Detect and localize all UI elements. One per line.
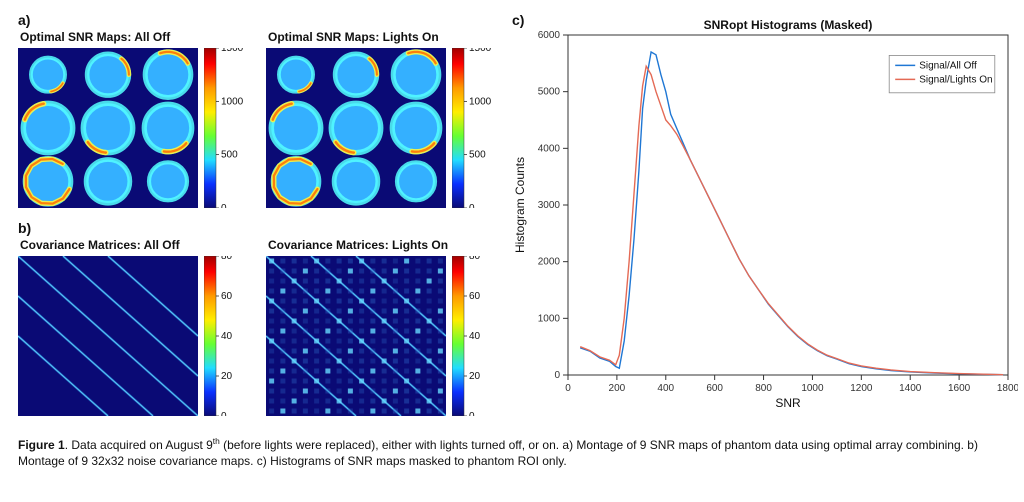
svg-text:400: 400 (657, 383, 674, 394)
cov-lights-on-block: Covariance Matrices: Lights On 0 20 40 60 80 (266, 238, 496, 416)
cov-on-title: Covariance Matrices: Lights On (268, 238, 496, 252)
histogram-chart: 0 200 400 600 800 1000 1200 1400 1600 1800 0 1000 20… (508, 15, 1018, 415)
svg-text:0: 0 (469, 203, 475, 208)
svg-text:500: 500 (469, 150, 486, 161)
svg-text:1000: 1000 (221, 96, 244, 107)
snr-lights-on-block: Optimal SNR Maps: Lights On 0 500 1000 1500 (266, 30, 496, 208)
svg-text:3000: 3000 (538, 200, 561, 211)
cov-all-off-title: Covariance Matrices: All Off (20, 238, 248, 252)
snr-all-off-colorbar: 0 500 1000 1500 (204, 48, 246, 208)
svg-text:6000: 6000 (538, 30, 561, 41)
svg-text:0: 0 (221, 203, 227, 208)
svg-text:1800: 1800 (997, 383, 1018, 394)
snr-all-off-block: Optimal SNR Maps: All Off 0 500 1000 1500 (18, 30, 248, 208)
svg-text:1000: 1000 (469, 96, 492, 107)
figure-page: a) Optimal SNR Maps: All Off 0 500 1000 150… (0, 0, 1024, 502)
caption-body: . Data acquired on August 9 (65, 438, 213, 452)
snr-on-title: Optimal SNR Maps: Lights On (268, 30, 496, 44)
svg-text:1000: 1000 (801, 383, 824, 394)
svg-text:0: 0 (565, 383, 571, 394)
svg-text:20: 20 (469, 371, 481, 382)
right-column: c) 0200400600800100012001400160018000100… (508, 10, 1012, 430)
snr-lights-on-colorbar: 0 500 1000 1500 (452, 48, 494, 208)
cov-lights-on-canvas (266, 256, 446, 416)
snr-all-off-canvas (18, 48, 198, 208)
histogram-wrap: 0200400600800100012001400160018000100020… (508, 15, 1012, 385)
panel-a-label: a) (18, 12, 508, 28)
cov-all-off-colorbar: 0 20 40 60 80 (204, 256, 246, 416)
caption-sup: th (213, 436, 220, 446)
cov-lights-on-colorbar: 0 20 40 60 80 (452, 256, 494, 416)
snr-lights-on-canvas (266, 48, 446, 208)
svg-text:80: 80 (469, 256, 481, 262)
cov-all-off-canvas (18, 256, 198, 416)
svg-text:0: 0 (469, 411, 475, 416)
left-column: a) Optimal SNR Maps: All Off 0 500 1000 150… (18, 10, 508, 430)
svg-text:0: 0 (221, 411, 227, 416)
panel-b-label: b) (18, 220, 508, 236)
svg-text:20: 20 (221, 371, 233, 382)
svg-text:60: 60 (469, 291, 481, 302)
svg-text:2000: 2000 (538, 257, 561, 268)
svg-text:40: 40 (469, 331, 481, 342)
svg-text:1000: 1000 (538, 313, 561, 324)
svg-text:Signal/Lights On: Signal/Lights On (919, 74, 992, 85)
svg-text:60: 60 (221, 291, 233, 302)
cov-all-off-block: Covariance Matrices: All Off 0 20 40 60 80 (18, 238, 248, 416)
svg-text:1400: 1400 (899, 383, 922, 394)
svg-text:5000: 5000 (538, 87, 561, 98)
svg-text:500: 500 (221, 150, 238, 161)
snr-map-pair: Optimal SNR Maps: All Off 0 500 1000 1500 O… (18, 30, 508, 208)
svg-text:1600: 1600 (948, 383, 971, 394)
svg-text:Signal/All Off: Signal/All Off (919, 60, 977, 71)
svg-text:SNR: SNR (775, 396, 801, 410)
svg-text:4000: 4000 (538, 143, 561, 154)
svg-text:SNRopt Histograms (Masked): SNRopt Histograms (Masked) (704, 18, 873, 32)
caption-lead: Figure 1 (18, 438, 65, 452)
svg-text:1500: 1500 (221, 48, 244, 54)
figure-caption: Figure 1. Data acquired on August 9th (b… (18, 436, 1012, 469)
svg-text:1500: 1500 (469, 48, 492, 54)
snr-all-off-title: Optimal SNR Maps: All Off (20, 30, 248, 44)
svg-text:80: 80 (221, 256, 233, 262)
svg-text:200: 200 (609, 383, 626, 394)
svg-text:800: 800 (755, 383, 772, 394)
svg-text:0: 0 (554, 370, 560, 381)
svg-text:Histogram Counts: Histogram Counts (513, 157, 527, 253)
svg-text:40: 40 (221, 331, 233, 342)
cov-map-pair: Covariance Matrices: All Off 0 20 40 60 80 C… (18, 238, 508, 416)
svg-text:600: 600 (706, 383, 723, 394)
svg-text:1200: 1200 (850, 383, 873, 394)
